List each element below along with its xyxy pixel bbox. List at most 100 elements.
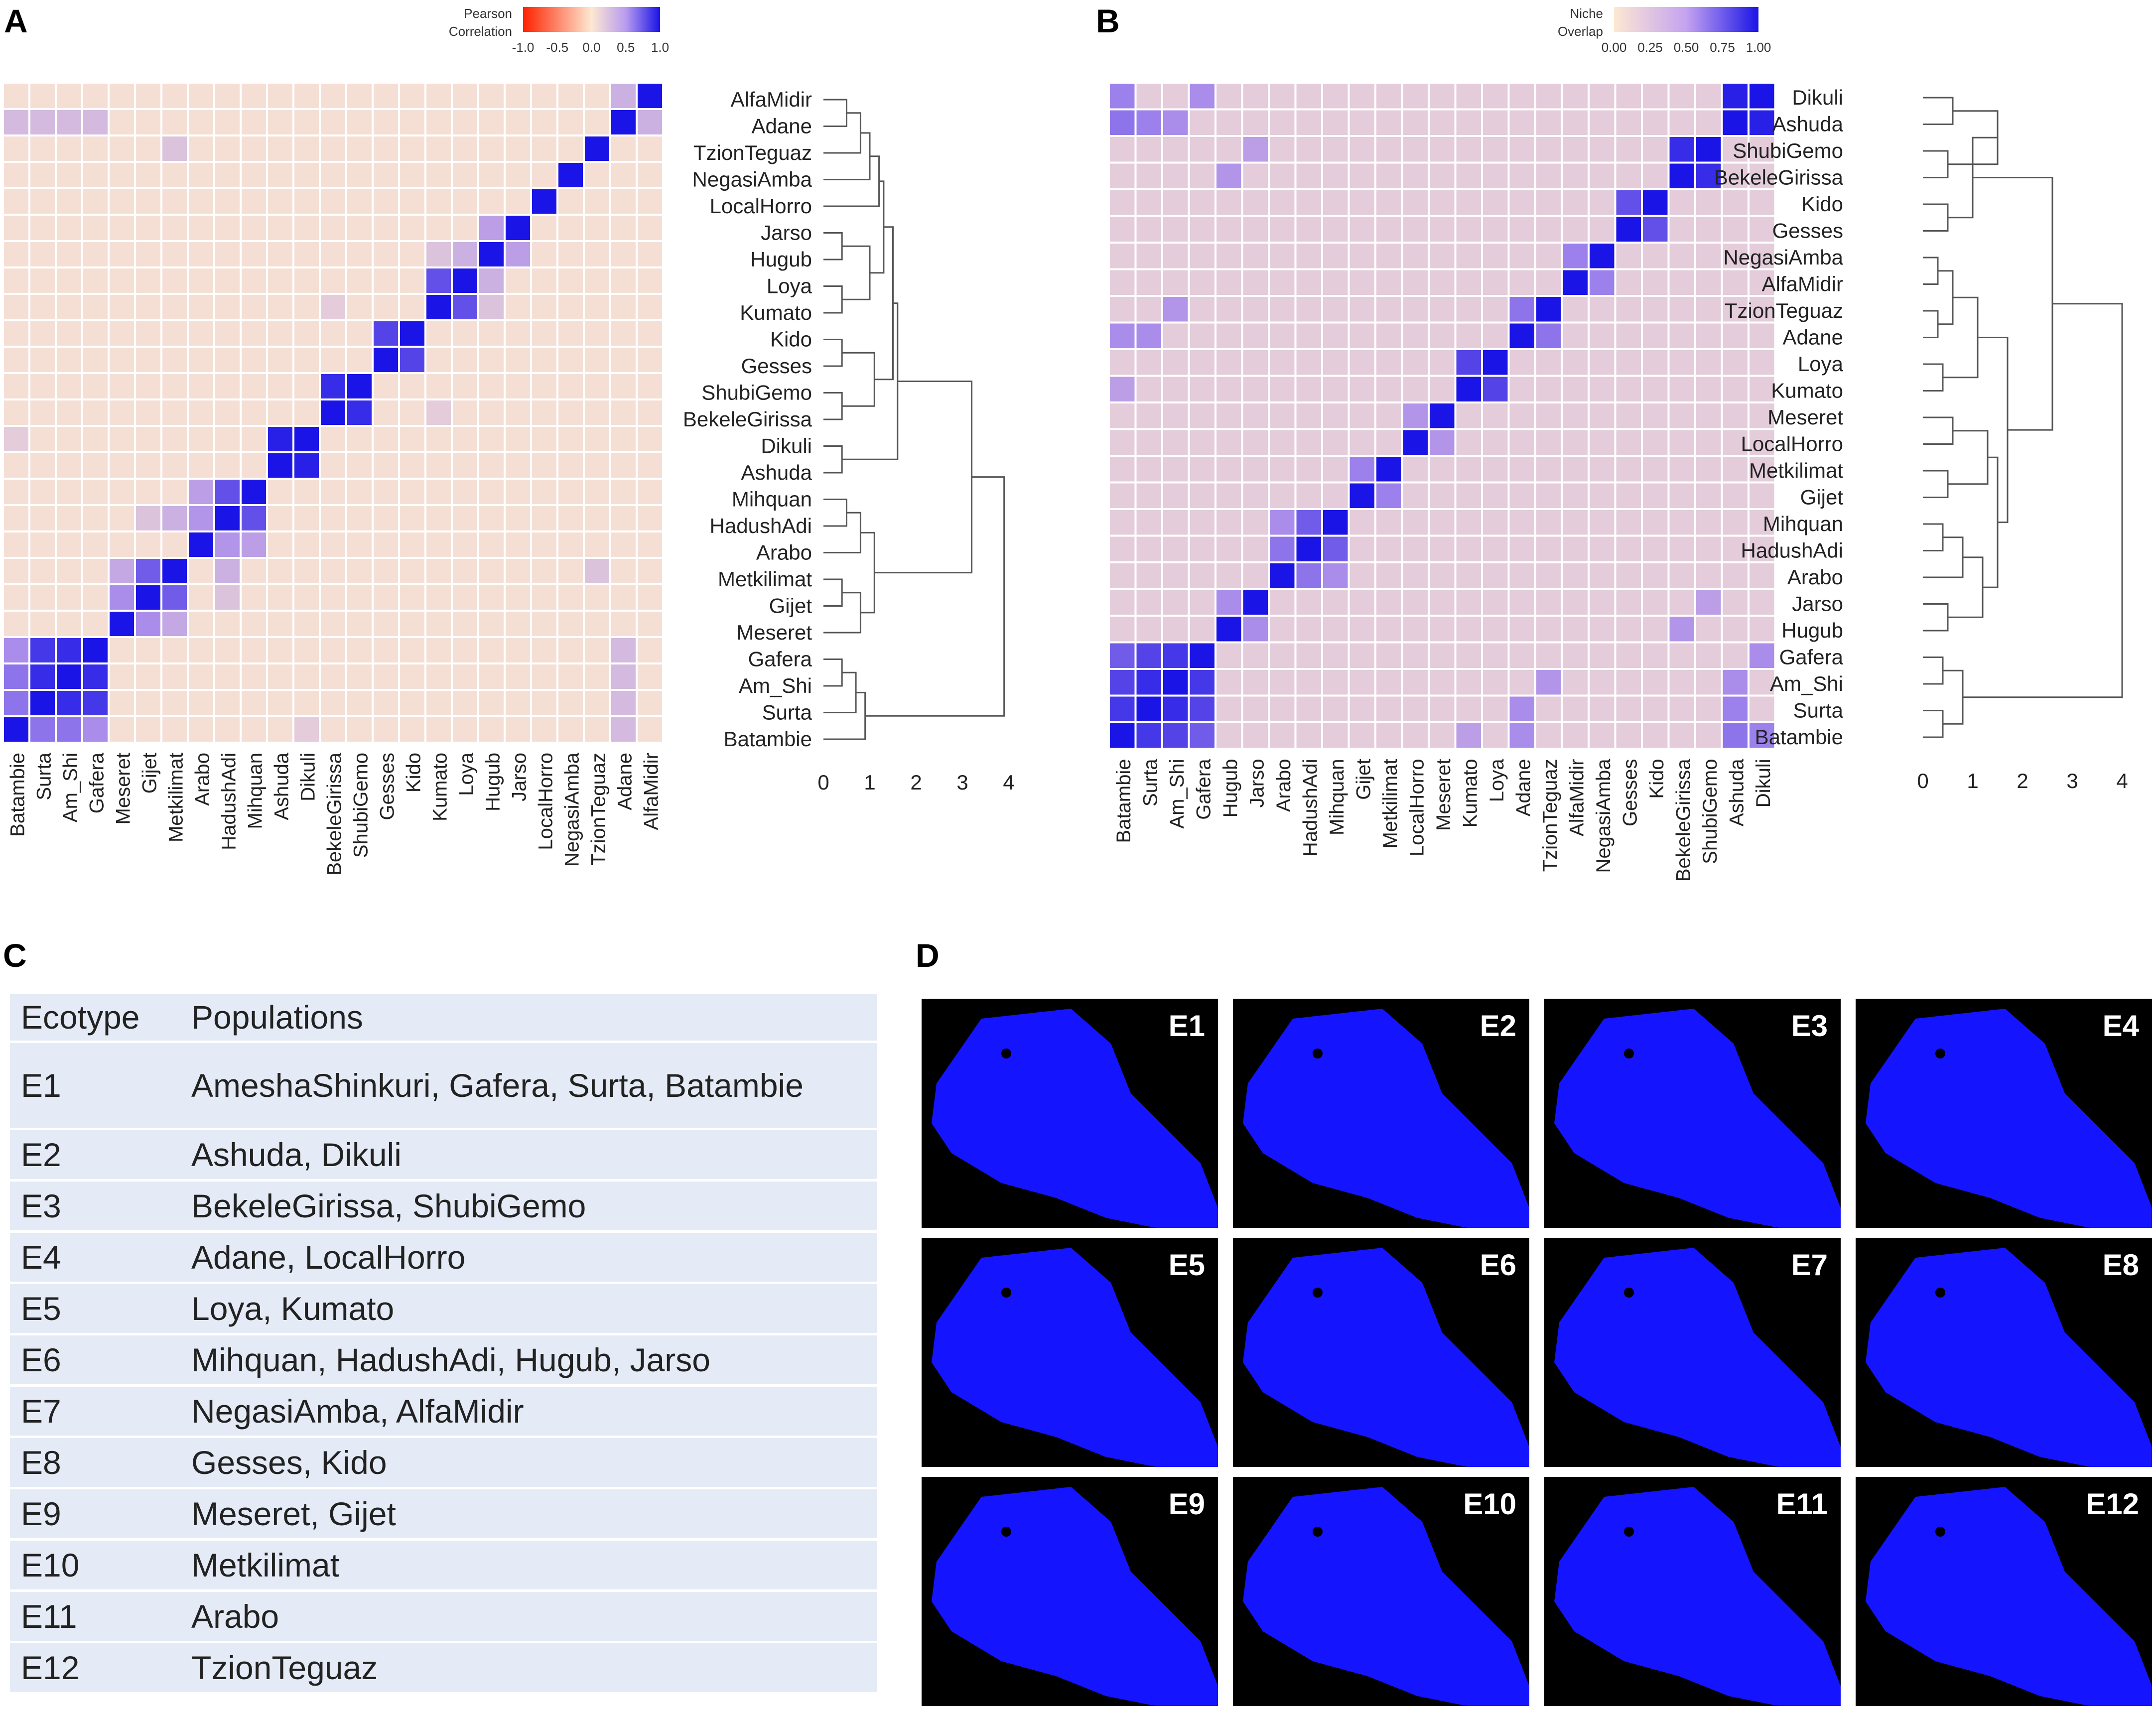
x-tick-label: LocalHorro [535,753,557,850]
dendrogram-leaf-label: Batambie [724,727,812,751]
x-tick-label: NegasiAmba [561,752,583,867]
heatmap-cell [1590,536,1615,561]
heatmap-cell [4,532,28,557]
ethiopia-map-icon [932,1009,1218,1228]
heatmap-cell [242,136,266,161]
heatmap-cell [1616,137,1641,162]
heatmap-cell [1190,563,1214,588]
heatmap-cell [1430,270,1455,295]
heatmap-cell [400,664,424,689]
heatmap-cell [453,532,477,557]
heatmap-cell [242,612,266,636]
heatmap-cell [1376,563,1401,588]
heatmap-cell [426,480,451,504]
heatmap-cell [1349,403,1374,428]
heatmap-cell [1403,563,1428,588]
heatmap-cell [453,268,477,293]
heatmap-cell [638,480,662,504]
heatmap-cell [585,216,609,240]
heatmap-cell [294,136,319,161]
heatmap-cell [558,506,583,530]
heatmap-cell [638,453,662,478]
heatmap-cell [426,348,451,372]
heatmap-cell [1349,217,1374,242]
heatmap-cell [426,189,451,214]
heatmap-cell [585,638,609,662]
heatmap-cell [638,216,662,240]
heatmap-cell [611,374,636,398]
heatmap-cell [400,189,424,214]
heatmap-cell [1643,297,1668,322]
heatmap-cell [136,559,160,583]
heatmap-cell [1110,510,1135,535]
heatmap-cell [1750,190,1774,215]
heatmap-cell [294,110,319,134]
dendrogram-leaf-label: Dikuli [1792,86,1843,109]
heatmap-cell [162,321,187,346]
heatmap-cell [189,453,213,478]
heatmap-cell [4,242,28,266]
heatmap-cell [294,506,319,530]
heatmap-cell [1509,590,1534,615]
heatmap-cell [189,110,213,134]
heatmap-cell [136,400,160,425]
heatmap-cell [1483,297,1508,322]
heatmap-cell [1590,403,1615,428]
table-row: E9 Meseret, Gijet [10,1488,877,1541]
heatmap-cell [479,453,504,478]
heatmap-cell [1270,483,1295,508]
heatmap-cell [162,295,187,319]
heatmap-cell [1563,430,1588,455]
table-header-row: Ecotype Populations [10,994,877,1043]
heatmap-cell [1296,696,1321,721]
heatmap-cell [1536,163,1561,188]
heatmap-cell [1110,403,1135,428]
dendrogram-leaf-label: ShubiGemo [1733,139,1843,162]
heatmap-cell [4,559,28,583]
heatmap-cell [4,612,28,636]
heatmap-cell [1110,696,1135,721]
heatmap-cell [110,295,134,319]
heatmap-cell [1750,217,1774,242]
heatmap-cell [1723,110,1748,135]
heatmap-cell [374,506,398,530]
heatmap-cell [1696,536,1721,561]
heatmap-cell [215,163,240,187]
heatmap-cell [1190,323,1214,348]
heatmap-cell [506,163,530,187]
heatmap-cell [1723,670,1748,695]
heatmap-cell [1723,84,1748,109]
heatmap-cell [268,189,292,214]
dendrogram-branch [1923,257,1939,285]
heatmap-cell [1696,244,1721,268]
heatmap-cell [1296,217,1321,242]
map-label: E6 [1480,1248,1516,1282]
heatmap-cell [479,189,504,214]
heatmap-cell [1456,323,1481,348]
heatmap-cell [321,664,345,689]
heatmap-cell [558,216,583,240]
heatmap-cell [1723,536,1748,561]
heatmap-cell [294,664,319,689]
heatmap-cell [110,480,134,504]
heatmap-cell [1750,536,1774,561]
heatmap-cell [479,532,504,557]
dendrogram-axis-tick: 2 [910,771,922,794]
heatmap-cell [1190,217,1214,242]
heatmap-cell [4,691,28,715]
heatmap-cell [1590,590,1615,615]
heatmap-cell [1590,137,1615,162]
dendrogram-leaf-label: Ashuda [741,461,812,484]
heatmap-cell [532,612,556,636]
heatmap-cell [1696,323,1721,348]
heatmap-cell [1536,590,1561,615]
heatmap-cell [242,480,266,504]
heatmap-cell [1243,297,1268,322]
heatmap-cell [374,638,398,662]
heatmap-cell [426,585,451,610]
heatmap-cell [479,295,504,319]
ecotype-map: E10 [1233,1477,1529,1706]
heatmap-cell [426,400,451,425]
heatmap-cell [136,506,160,530]
heatmap-cell [1536,536,1561,561]
